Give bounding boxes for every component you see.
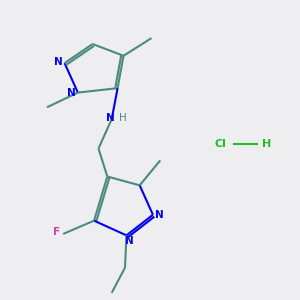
Text: N: N — [106, 112, 115, 123]
Text: H: H — [119, 112, 127, 123]
Text: N: N — [155, 210, 164, 220]
Text: H: H — [262, 139, 271, 149]
Text: N: N — [54, 57, 62, 67]
Text: N: N — [67, 88, 76, 98]
Text: Cl: Cl — [215, 139, 226, 149]
Text: F: F — [53, 227, 60, 237]
Text: N: N — [125, 236, 134, 246]
